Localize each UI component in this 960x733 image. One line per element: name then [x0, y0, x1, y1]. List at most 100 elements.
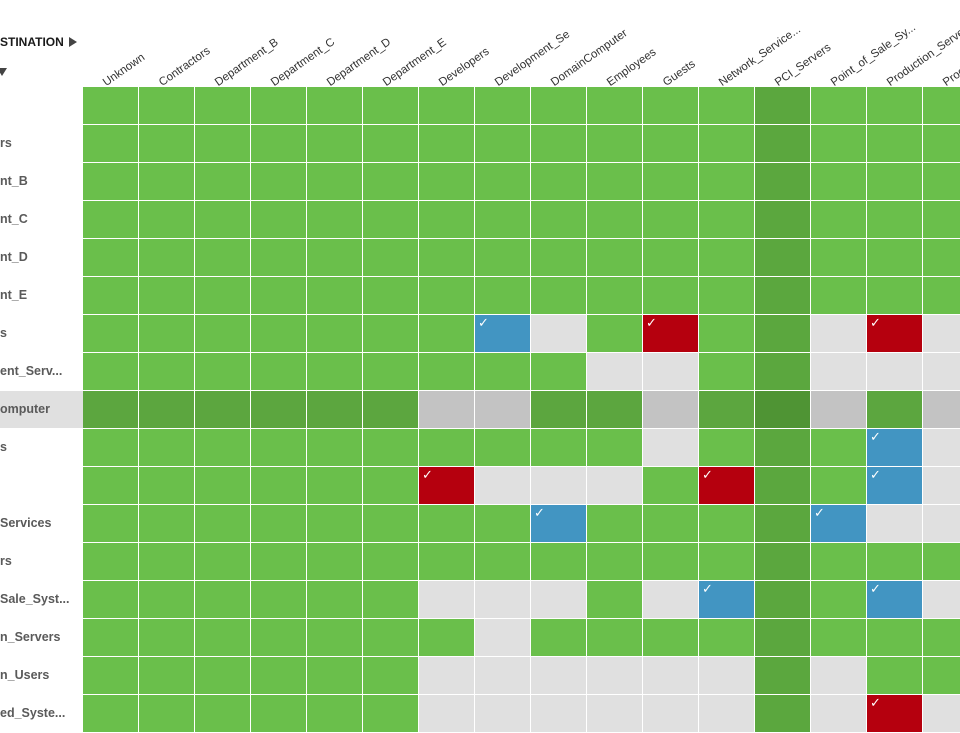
matrix-cell[interactable]	[139, 125, 194, 162]
matrix-cell[interactable]	[195, 657, 250, 694]
matrix-cell[interactable]	[419, 315, 474, 352]
matrix-cell[interactable]	[643, 581, 698, 618]
column-header[interactable]: Unknown	[101, 51, 148, 89]
matrix-cell[interactable]	[811, 163, 866, 200]
matrix-cell[interactable]	[587, 391, 642, 428]
matrix-cell[interactable]	[587, 277, 642, 314]
matrix-cell[interactable]	[419, 505, 474, 542]
matrix-cell[interactable]	[643, 353, 698, 390]
matrix-cell[interactable]	[867, 543, 922, 580]
matrix-cell[interactable]	[419, 239, 474, 276]
matrix-cell[interactable]	[811, 391, 866, 428]
matrix-cell[interactable]	[643, 87, 698, 124]
matrix-cell[interactable]	[587, 353, 642, 390]
matrix-cell[interactable]	[139, 315, 194, 352]
matrix-cell[interactable]: ✓	[811, 505, 866, 542]
matrix-cell[interactable]	[923, 201, 960, 238]
matrix-cell[interactable]	[811, 581, 866, 618]
row-label[interactable]: nt_C	[0, 212, 28, 226]
column-header[interactable]: PCI_Servers	[773, 41, 834, 89]
matrix-cell[interactable]	[867, 125, 922, 162]
row-label[interactable]: nt_D	[0, 250, 28, 264]
matrix-cell[interactable]	[587, 239, 642, 276]
matrix-cell[interactable]	[531, 277, 586, 314]
matrix-cell[interactable]	[587, 315, 642, 352]
matrix-cell[interactable]	[699, 201, 754, 238]
matrix-cell[interactable]	[755, 163, 810, 200]
matrix-cell[interactable]	[307, 125, 362, 162]
matrix-cell[interactable]	[195, 619, 250, 656]
matrix-cell[interactable]	[307, 277, 362, 314]
matrix-cell[interactable]	[475, 581, 530, 618]
matrix-cell[interactable]	[475, 391, 530, 428]
matrix-cell[interactable]	[811, 125, 866, 162]
matrix-cell[interactable]: ✓	[699, 581, 754, 618]
matrix-cell[interactable]	[363, 467, 418, 504]
matrix-cell[interactable]	[251, 353, 306, 390]
matrix-cell[interactable]	[363, 315, 418, 352]
matrix-cell[interactable]	[363, 87, 418, 124]
matrix-cell[interactable]	[195, 429, 250, 466]
matrix-cell[interactable]	[83, 695, 138, 732]
matrix-cell[interactable]	[867, 87, 922, 124]
matrix-cell[interactable]: ✓	[531, 505, 586, 542]
matrix-cell[interactable]	[251, 543, 306, 580]
matrix-cell[interactable]	[251, 315, 306, 352]
matrix-cell[interactable]	[195, 87, 250, 124]
matrix-cell[interactable]	[83, 505, 138, 542]
matrix-cell[interactable]	[475, 239, 530, 276]
matrix-cell[interactable]	[83, 163, 138, 200]
matrix-cell[interactable]	[755, 695, 810, 732]
matrix-cell[interactable]	[923, 277, 960, 314]
row-label[interactable]: n_Servers	[0, 630, 61, 644]
matrix-cell[interactable]	[811, 543, 866, 580]
matrix-cell[interactable]	[531, 657, 586, 694]
matrix-cell[interactable]	[195, 201, 250, 238]
column-header[interactable]: Developers	[437, 45, 492, 89]
matrix-cell[interactable]	[251, 201, 306, 238]
matrix-cell[interactable]	[251, 695, 306, 732]
matrix-cell[interactable]	[251, 657, 306, 694]
matrix-cell[interactable]	[643, 619, 698, 656]
matrix-cell[interactable]	[587, 543, 642, 580]
matrix-cell[interactable]	[475, 201, 530, 238]
matrix-cell[interactable]	[755, 505, 810, 542]
matrix-cell[interactable]	[83, 657, 138, 694]
matrix-cell[interactable]	[587, 87, 642, 124]
matrix-cell[interactable]	[531, 315, 586, 352]
matrix-cell[interactable]	[83, 239, 138, 276]
matrix-cell[interactable]	[83, 353, 138, 390]
matrix-cell[interactable]	[811, 695, 866, 732]
matrix-cell[interactable]	[867, 391, 922, 428]
row-label[interactable]: Services	[0, 516, 52, 530]
matrix-cell[interactable]	[307, 353, 362, 390]
matrix-cell[interactable]: ✓	[867, 581, 922, 618]
matrix-cell[interactable]	[531, 201, 586, 238]
matrix-cell[interactable]	[643, 543, 698, 580]
matrix-cell[interactable]	[139, 429, 194, 466]
matrix-cell[interactable]	[139, 505, 194, 542]
matrix-cell[interactable]	[307, 163, 362, 200]
matrix-cell[interactable]	[363, 277, 418, 314]
matrix-cell[interactable]	[419, 657, 474, 694]
matrix-cell[interactable]: ✓	[867, 429, 922, 466]
matrix-cell[interactable]	[699, 239, 754, 276]
matrix-cell[interactable]	[531, 239, 586, 276]
matrix-cell[interactable]	[643, 163, 698, 200]
matrix-cell[interactable]	[643, 201, 698, 238]
matrix-cell[interactable]	[195, 543, 250, 580]
matrix-cell[interactable]	[867, 277, 922, 314]
matrix-cell[interactable]	[531, 353, 586, 390]
matrix-cell[interactable]	[587, 505, 642, 542]
matrix-cell[interactable]	[699, 505, 754, 542]
matrix-cell[interactable]	[251, 429, 306, 466]
matrix-cell[interactable]	[83, 315, 138, 352]
matrix-cell[interactable]	[251, 125, 306, 162]
matrix-cell[interactable]	[195, 581, 250, 618]
matrix-cell[interactable]	[251, 619, 306, 656]
matrix-cell[interactable]	[195, 353, 250, 390]
matrix-cell[interactable]	[251, 87, 306, 124]
row-label[interactable]: omputer	[0, 391, 83, 428]
matrix-cell[interactable]	[811, 87, 866, 124]
matrix-cell[interactable]	[139, 87, 194, 124]
